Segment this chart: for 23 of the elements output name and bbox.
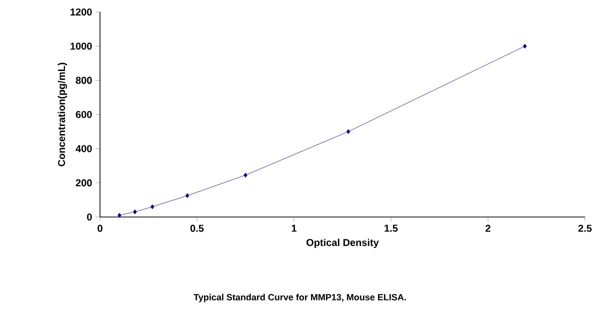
y-tick-label: 800	[76, 76, 92, 84]
y-tick-label: 600	[76, 110, 92, 118]
point	[185, 193, 190, 198]
point	[150, 204, 154, 210]
y-tick-label: 200	[76, 179, 92, 186]
point	[523, 44, 527, 49]
x-tick-label: 0.5	[190, 224, 204, 232]
x-tick-label: 2	[486, 224, 490, 232]
y-tick-label: 400	[76, 145, 92, 152]
point	[346, 129, 350, 134]
text: Typical Standard Curve for MMP13, Mouse ELISA.	[194, 294, 406, 302]
y-tick-label: 0	[87, 213, 92, 221]
point	[244, 172, 248, 178]
y-tick-label: 1000	[70, 42, 92, 50]
x-tick-label: 1	[292, 224, 297, 232]
point	[133, 209, 137, 214]
x-tick-label: 1.5	[384, 224, 398, 232]
y-axis-title: Concentration(pg/mL)	[58, 62, 68, 166]
x-tick-label: 0	[98, 224, 102, 232]
x-axis-title: Optical Density	[306, 238, 379, 248]
point	[118, 212, 122, 218]
y-tick-label: 1200	[70, 8, 92, 16]
x-tick-label: 2.5	[578, 224, 592, 232]
